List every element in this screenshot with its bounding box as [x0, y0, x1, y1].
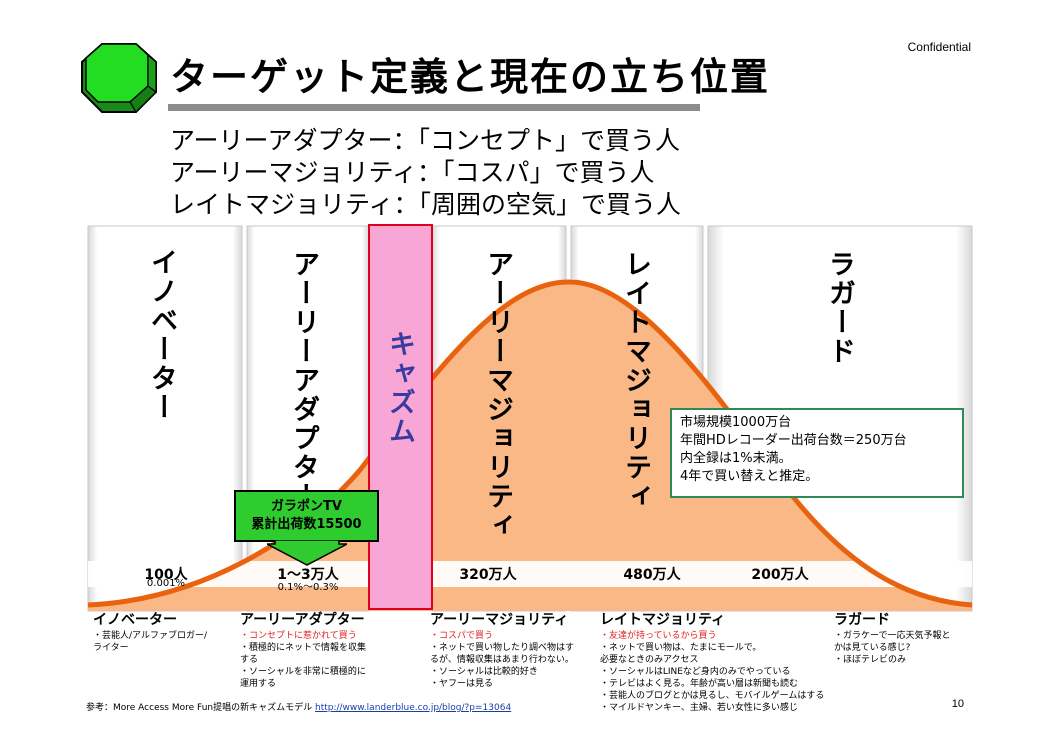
count-early-adopter: 1～3万人 — [277, 567, 339, 583]
confidential-label: Confidential — [907, 40, 971, 54]
desc-key-point: ・コスパで買う — [430, 631, 494, 641]
subtitle-late-majority: レイトマジョリティ：「周囲の空気」で買う人 — [170, 190, 682, 219]
desc-early-majority: アーリーマジョリティ ・コスパで買う ・ネットで買い物したり調べ物はす るが、情… — [430, 612, 605, 690]
desc-line: ・ソーシャルを非常に積極的に — [240, 667, 366, 677]
desc-line: ・ソーシャルはLINEなど身内のみでやっている — [600, 667, 791, 677]
count-innovator: 100人 — [144, 567, 188, 583]
green-octagon-3d-icon — [81, 43, 157, 113]
desc-late-majority: レイトマジョリティ ・友達が持っているから買う ・ネットで買い物は、たまにモール… — [600, 612, 840, 714]
desc-line: ・ネットで買い物したり調べ物はす — [430, 643, 575, 653]
segment-label-laggard: ラガード — [824, 250, 855, 366]
count-late-majority: 480万人 — [623, 567, 681, 583]
count-early-majority: 320万人 — [459, 567, 517, 583]
desc-line: 必要なときのみアクセス — [600, 655, 699, 665]
desc-line: るが、情報収集はあまり行わない。 — [430, 655, 574, 665]
desc-title: アーリーアダプター — [240, 612, 365, 628]
desc-line: ・ほぼテレビのみ — [834, 655, 907, 665]
market-info-box: 市場規模1000万台 年間HDレコーダー出荷台数＝250万台 内全録は1%未満。… — [670, 408, 964, 498]
down-arrow-icon — [267, 540, 347, 566]
desc-key-point: ・コンセプトに惹かれて買う — [240, 631, 357, 641]
desc-line: ・芸能人のブログとかは見るし、モバイルゲームはする — [600, 691, 825, 701]
garapon-tv-callout: ガラポンTV 累計出荷数15500 — [234, 490, 379, 542]
desc-line: ・ガラケーで一応天気予報と — [834, 631, 951, 641]
desc-line: ・芸能人/アルファブロガー/ — [93, 631, 207, 641]
info-line: 市場規模1000万台 — [680, 415, 792, 430]
desc-title: ラガード — [834, 612, 890, 628]
reference-link[interactable]: http://www.landerblue.co.jp/blog/?p=1306… — [314, 703, 512, 713]
desc-title: アーリーマジョリティ — [430, 612, 569, 628]
desc-line: ・ヤフーは見る — [430, 679, 494, 689]
segment-label-innovator: イノベーター — [146, 248, 177, 422]
desc-line: ・積極的にネットで情報を収集 — [240, 643, 367, 653]
desc-line: ・ネットで買い物は、たまにモールで。 — [600, 643, 762, 653]
callout-line-1: ガラポンTV — [271, 499, 342, 514]
desc-innovator: イノベーター ・芸能人/アルファブロガー/ ライター — [93, 612, 243, 654]
panel-innovator — [87, 225, 243, 612]
desc-laggard: ラガード ・ガラケーで一応天気予報と かは見ている感じ? ・ほぼテレビのみ — [834, 612, 974, 666]
title-underline — [168, 104, 700, 111]
desc-key-point: ・友達が持っているから買う — [600, 631, 717, 641]
info-line: 年間HDレコーダー出荷台数＝250万台 — [680, 433, 907, 448]
subtitle-early-majority: アーリーマジョリティ：「コスパ」で買う人 — [170, 158, 655, 187]
segment-label-early-adopter: アーリーアダプター — [288, 250, 319, 511]
desc-title: レイトマジョリティ — [600, 612, 726, 628]
footer-reference: 参考：More Access More Fun提唱の新キャズムモデル http:… — [86, 700, 511, 713]
reference-text: 参考：More Access More Fun提唱の新キャズムモデル — [86, 703, 315, 713]
desc-line: ライター — [93, 643, 129, 653]
desc-line: ・テレビはよく見る。年齢が高い層は新聞も読む — [600, 679, 799, 689]
info-line: 内全録は1%未満。 — [680, 451, 792, 466]
subtitle-early-adopter: アーリーアダプター：「コンセプト」で買う人 — [170, 126, 681, 155]
desc-title: イノベーター — [93, 612, 177, 628]
info-line: 4年で買い替えと推定。 — [680, 469, 819, 484]
page-title: ターゲット定義と現在の立ち位置 — [170, 55, 771, 99]
pct-early-adopter: 0.1%～0.3% — [277, 582, 339, 593]
desc-line: かは見ている感じ? — [834, 643, 911, 653]
desc-line: ・ソーシャルは比較的好き — [430, 667, 538, 677]
segment-label-late-majority: レイトマジョリティ — [620, 250, 651, 511]
desc-line: 運用する — [240, 679, 277, 689]
chasm-column — [368, 224, 433, 610]
count-laggard: 200万人 — [751, 567, 809, 583]
desc-line: する — [240, 655, 259, 665]
desc-early-adopter: アーリーアダプター ・コンセプトに惹かれて買う ・積極的にネットで情報を収集 す… — [240, 612, 390, 690]
segment-label-chasm: キャズム — [384, 330, 415, 446]
desc-line: ・マイルドヤンキー、主婦、若い女性に多い感じ — [600, 703, 798, 713]
callout-line-2: 累計出荷数15500 — [251, 517, 362, 532]
page-number: 10 — [951, 698, 964, 710]
segment-label-early-majority: アーリーマジョリティ — [482, 250, 513, 540]
pct-innovator: 0.001% — [146, 578, 186, 589]
